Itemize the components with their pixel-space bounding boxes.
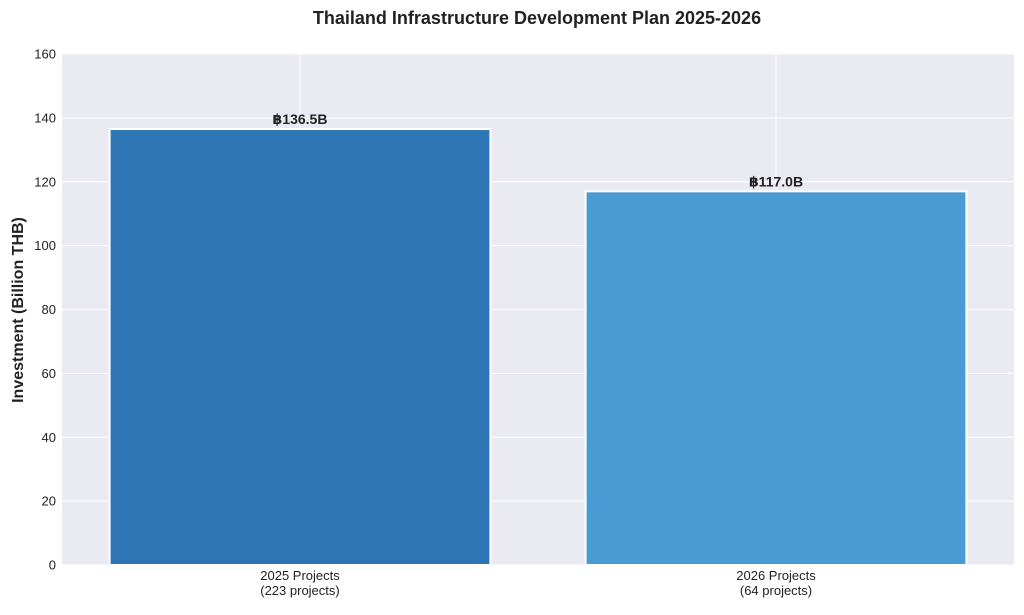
bar-value-label: ฿136.5B xyxy=(273,111,328,127)
value-labels: ฿136.5B ฿117.0B xyxy=(273,111,804,189)
y-tick-label: 0 xyxy=(49,558,56,573)
bar-value-label: ฿117.0B xyxy=(749,173,803,189)
y-tick-label: 40 xyxy=(42,430,56,445)
y-tick-label: 80 xyxy=(42,302,56,317)
y-tick-label: 120 xyxy=(34,174,56,189)
bar xyxy=(108,128,492,566)
x-category-label: 2026 Projects xyxy=(736,568,816,583)
y-tick-label: 100 xyxy=(34,238,56,253)
y-tick-label: 60 xyxy=(42,366,56,381)
y-axis-ticks: 0 20 40 60 80 100 120 140 160 xyxy=(34,47,56,573)
x-category-label: 2025 Projects xyxy=(260,568,340,583)
y-axis-label: Investment (Billion THB) xyxy=(10,217,27,403)
bars xyxy=(108,128,968,567)
x-axis-categories: 2025 Projects(223 projects) 2026 Projects… xyxy=(260,568,816,598)
bar xyxy=(584,190,968,567)
y-tick-label: 160 xyxy=(34,47,56,62)
x-category-label: (64 projects) xyxy=(740,583,812,598)
x-category-label: (223 projects) xyxy=(260,583,339,598)
y-tick-label: 140 xyxy=(34,110,56,125)
y-tick-label: 20 xyxy=(42,494,56,509)
chart-title: Thailand Infrastructure Development Plan… xyxy=(313,8,761,28)
